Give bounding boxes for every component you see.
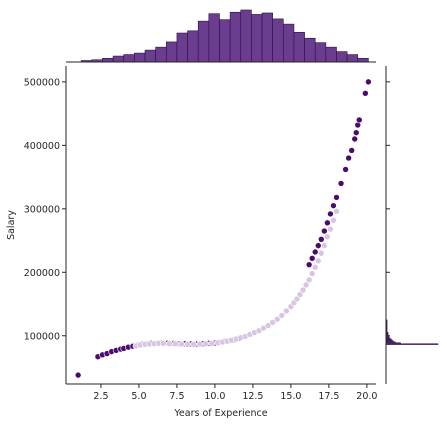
top-hist-bar [293, 31, 305, 63]
x-tick-label: 15.0 [280, 391, 301, 402]
x-tick-label: 17.5 [318, 391, 339, 402]
scatter-point [278, 312, 286, 319]
scatter-point [314, 242, 322, 249]
top-hist-bar [229, 11, 242, 63]
scatter-point [208, 340, 216, 347]
scatter-point [308, 270, 316, 277]
x-axis-ticks: 2.5 5.0 7.5 10.0 12.5 15.0 17.5 20.0 [93, 384, 377, 402]
scatter-point [333, 194, 340, 201]
right-marginal-histogram [385, 319, 439, 345]
top-hist-bar [155, 46, 167, 63]
scatter-point [190, 341, 197, 348]
scatter-point [305, 261, 313, 268]
scatter-point [317, 235, 325, 243]
scatter-point [321, 227, 328, 235]
y-tick-label: 500000 [24, 77, 60, 88]
scatter-point [327, 225, 334, 233]
scatter-point [365, 78, 372, 86]
scatter-point [74, 371, 82, 379]
x-tick-label: 2.5 [93, 391, 108, 402]
top-hist-bar [336, 51, 348, 63]
top-hist-bar [261, 12, 273, 63]
top-hist-bar [102, 57, 114, 63]
scatter-point [202, 340, 210, 347]
scatter-point [314, 257, 322, 265]
top-hist-bar [251, 14, 263, 63]
scatter-point [327, 210, 334, 218]
top-hist-bar [144, 49, 156, 63]
top-hist-bar [346, 54, 359, 63]
scatter-point [362, 89, 369, 97]
scatter-point [333, 208, 340, 215]
top-hist-bar [272, 18, 284, 63]
scatter-point [296, 291, 304, 298]
y-axis-ticks: 100000 200000 300000 400000 500000 [24, 77, 66, 342]
top-hist-bar [123, 54, 135, 63]
top-hist-bar [197, 20, 210, 63]
scatter-point [178, 340, 185, 348]
scatter-point [348, 147, 355, 154]
scatter-point [321, 242, 328, 249]
scatter-point [299, 286, 307, 294]
x-tick-label: 10.0 [204, 391, 225, 402]
top-hist-bar [357, 57, 369, 63]
top-hist-bar [240, 9, 252, 63]
scatter-point [351, 135, 359, 143]
scatter-point [342, 166, 349, 173]
y-tick-label: 400000 [24, 141, 60, 152]
top-marginal-histogram [80, 9, 369, 63]
scatter-point [264, 322, 272, 329]
top-hist-bar [314, 42, 327, 63]
y-tick-label: 100000 [24, 331, 60, 342]
top-hist-bar [176, 32, 188, 63]
scatter-point [166, 340, 173, 347]
scatter-point [293, 295, 301, 303]
scatter-point [269, 319, 276, 326]
scatter-point [317, 249, 325, 257]
top-hist-bar [134, 52, 146, 63]
scatter-point [311, 248, 319, 256]
x-tick-label: 5.0 [131, 391, 146, 402]
scatter-point [330, 202, 337, 209]
scatter-point [273, 315, 281, 323]
scatter-point [196, 340, 204, 348]
scatter-point [302, 281, 310, 289]
top-hist-bar [304, 37, 316, 63]
x-tick-label: 7.5 [169, 391, 184, 402]
top-hist-bar [219, 19, 231, 63]
top-hist-bar [187, 30, 199, 63]
top-hist-bar [325, 46, 337, 63]
scatter-point [345, 154, 352, 162]
top-hist-bar [112, 55, 125, 63]
top-hist-bar [165, 41, 178, 63]
scatter-point [308, 255, 316, 262]
x-axis-label: Years of Experience [173, 408, 267, 419]
scatter-point [337, 180, 345, 187]
scatter-point [172, 340, 179, 347]
scatter-point [355, 116, 363, 124]
x-tick-label: 12.5 [242, 391, 263, 402]
scatter-points [74, 78, 372, 379]
scatter-point [324, 219, 331, 227]
scatter-point [311, 263, 319, 271]
x-tick-label: 20.0 [356, 391, 377, 402]
y-axis-label: Salary [6, 210, 17, 240]
top-hist-bar [208, 13, 220, 63]
scatter-point [184, 341, 191, 348]
scatter-point [352, 129, 360, 136]
scatter-point [159, 340, 167, 347]
scatter-point [283, 307, 290, 315]
right-hist-ticks [386, 81, 390, 337]
scatter-point [330, 216, 337, 224]
top-hist-bar [283, 23, 295, 63]
scatter-point [324, 233, 331, 241]
scatter-point [305, 276, 313, 284]
y-tick-label: 200000 [24, 268, 60, 279]
y-tick-label: 300000 [24, 204, 60, 215]
